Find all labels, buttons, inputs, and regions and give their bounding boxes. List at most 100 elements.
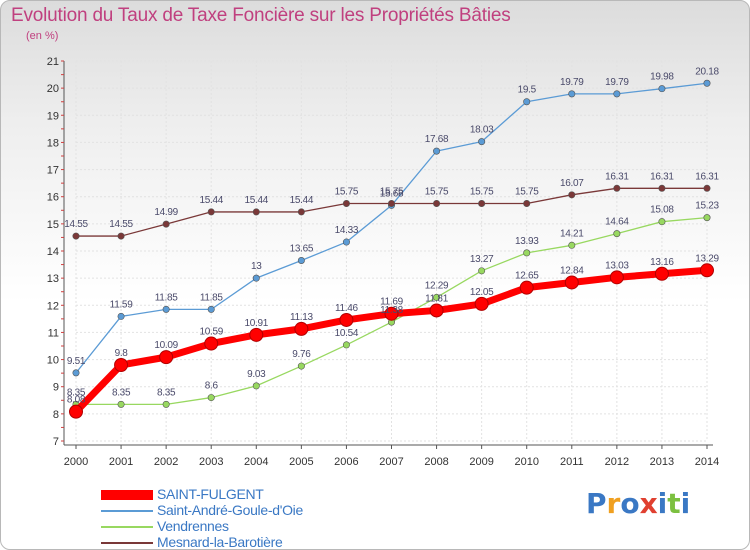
data-point: [342, 238, 350, 246]
data-label: 15.08: [650, 205, 674, 216]
data-point: [703, 214, 711, 222]
logo-letter: P: [586, 487, 607, 520]
data-label: 13.16: [650, 257, 674, 268]
data-point: [159, 350, 174, 365]
chart-legend: SAINT-FULGENT Saint-André-Goule-d'Oie Vend…: [101, 486, 361, 550]
data-label: 13.27: [470, 254, 494, 265]
data-label: 11.69: [380, 297, 404, 308]
data-point: [654, 266, 669, 281]
y-tick-label: 21: [47, 56, 59, 68]
data-point: [700, 263, 714, 278]
data-point: [117, 232, 125, 240]
legend-label: Mesnard-la-Barotière: [157, 534, 283, 550]
data-label: 12.65: [515, 271, 539, 282]
data-label: 10.09: [154, 340, 178, 351]
x-tick-label: 2009: [469, 456, 493, 468]
y-tick-label: 16: [47, 192, 59, 204]
data-label: 14.55: [64, 219, 88, 230]
y-tick-label: 19: [47, 110, 59, 122]
y-tick-label: 7: [53, 436, 59, 448]
data-label: 13.29: [695, 253, 719, 264]
x-tick-label: 2014: [695, 456, 719, 468]
x-tick-label: 2008: [424, 456, 448, 468]
data-point: [613, 90, 621, 98]
data-label: 8.6: [205, 381, 219, 392]
data-label: 13.65: [290, 244, 314, 255]
data-label: 13.93: [515, 236, 539, 247]
data-point: [162, 400, 170, 408]
logo-letter: o: [620, 487, 640, 520]
data-label: 9.51: [67, 356, 86, 367]
legend-swatch: [101, 526, 153, 528]
data-label: 18.03: [470, 125, 494, 136]
legend-item: Vendrennes: [101, 518, 361, 535]
data-point: [474, 296, 489, 311]
y-tick-label: 17: [47, 165, 59, 177]
data-point: [478, 267, 486, 275]
data-point: [429, 303, 444, 318]
legend-item: Mesnard-la-Barotière: [101, 534, 361, 550]
legend-item: Saint-André-Goule-d'Oie: [101, 502, 361, 519]
data-label: 15.75: [425, 187, 449, 198]
data-label: 8.08: [67, 395, 86, 406]
data-point: [72, 369, 80, 377]
data-label: 19.5: [518, 85, 537, 96]
data-label: 10.91: [245, 318, 269, 329]
data-point: [613, 184, 621, 192]
x-tick-label: 2013: [650, 456, 674, 468]
data-point: [339, 312, 354, 327]
x-tick-label: 2002: [154, 456, 178, 468]
data-point: [568, 191, 576, 199]
data-label: 14.21: [560, 228, 584, 239]
legend-swatch: [101, 510, 153, 512]
data-point: [703, 79, 711, 87]
data-label: 15.68: [380, 188, 404, 199]
data-point: [297, 362, 305, 370]
data-label: 13: [251, 261, 262, 272]
data-point: [114, 358, 129, 372]
data-label: 14.99: [154, 207, 178, 218]
data-label: 16.31: [695, 171, 719, 182]
data-point: [117, 400, 125, 408]
data-point: [609, 270, 624, 285]
y-tick-label: 8: [53, 409, 59, 421]
data-point: [568, 90, 576, 98]
data-label: 10.54: [335, 328, 359, 339]
logo-letter: i: [680, 487, 691, 520]
x-tick-label: 2012: [605, 456, 629, 468]
y-tick-label: 18: [47, 137, 59, 149]
data-label: 13.03: [605, 260, 629, 271]
data-point: [297, 208, 305, 216]
data-label: 9.76: [292, 349, 311, 360]
data-point: [297, 256, 305, 264]
data-point: [478, 200, 486, 208]
data-point: [252, 382, 260, 390]
chart-title: Evolution du Taux de Taxe Foncière sur l…: [11, 5, 511, 26]
proxiti-logo: Proxiti: [586, 487, 690, 520]
data-label: 16.31: [650, 171, 674, 182]
logo-letter: t: [667, 487, 681, 520]
data-point: [69, 404, 83, 419]
data-label: 19.79: [605, 77, 629, 88]
x-tick-label: 2011: [560, 456, 584, 468]
legend-label: Vendrennes: [157, 518, 229, 534]
legend-label: SAINT-FULGENT: [157, 486, 264, 502]
data-label: 15.44: [199, 195, 223, 206]
y-tick-label: 11: [48, 327, 59, 339]
data-label: 8.35: [157, 387, 176, 398]
data-point: [523, 98, 531, 106]
data-point: [162, 305, 170, 313]
data-point: [342, 341, 350, 349]
data-label: 14.33: [335, 225, 359, 236]
x-tick-label: 2005: [289, 456, 313, 468]
x-tick-label: 2006: [334, 456, 358, 468]
data-point: [252, 274, 260, 282]
data-point: [117, 312, 125, 320]
data-label: 15.44: [290, 195, 314, 206]
logo-letter: x: [639, 487, 658, 520]
data-point: [384, 306, 399, 321]
data-label: 10.59: [199, 327, 223, 338]
data-label: 11.81: [425, 293, 449, 304]
data-point: [207, 208, 215, 216]
logo-letter: i: [657, 487, 668, 520]
